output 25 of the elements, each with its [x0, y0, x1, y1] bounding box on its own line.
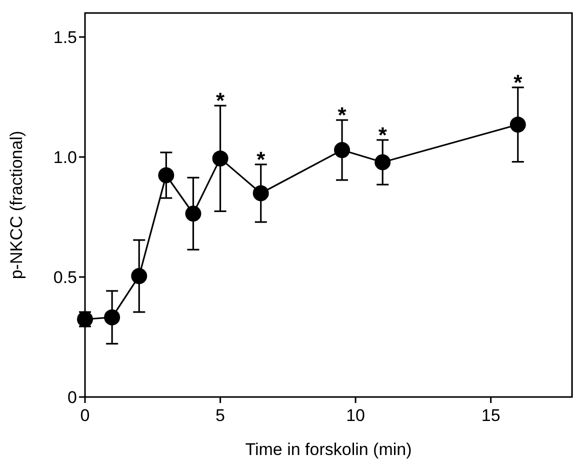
- point: [212, 150, 228, 166]
- annotation: *: [338, 102, 347, 128]
- point: [374, 154, 391, 170]
- x-tick-label: 0: [80, 406, 90, 425]
- point: [158, 167, 174, 184]
- y-tick-label: 1.0: [53, 148, 77, 167]
- annotation: *: [216, 88, 225, 114]
- point: [77, 311, 93, 328]
- point: [185, 206, 202, 222]
- x-axis-title: Time in forskolin (min): [245, 440, 412, 459]
- point: [104, 309, 120, 326]
- annotation: *: [514, 70, 523, 95]
- point: [510, 116, 526, 133]
- point: [252, 185, 269, 202]
- x-tick-label: 5: [216, 406, 226, 425]
- x-tick-label: 10: [346, 406, 366, 425]
- y-tick-label: 1.5: [53, 28, 77, 47]
- annotation: *: [378, 122, 388, 148]
- y-tick-label: 0.5: [53, 268, 77, 287]
- point: [334, 142, 350, 158]
- y-tick-label: 0: [68, 388, 77, 407]
- annotation: *: [256, 146, 266, 172]
- y-axis-title: p-NKCC (fractional): [7, 130, 26, 280]
- x-tick-label: 15: [481, 406, 500, 425]
- point: [131, 268, 148, 284]
